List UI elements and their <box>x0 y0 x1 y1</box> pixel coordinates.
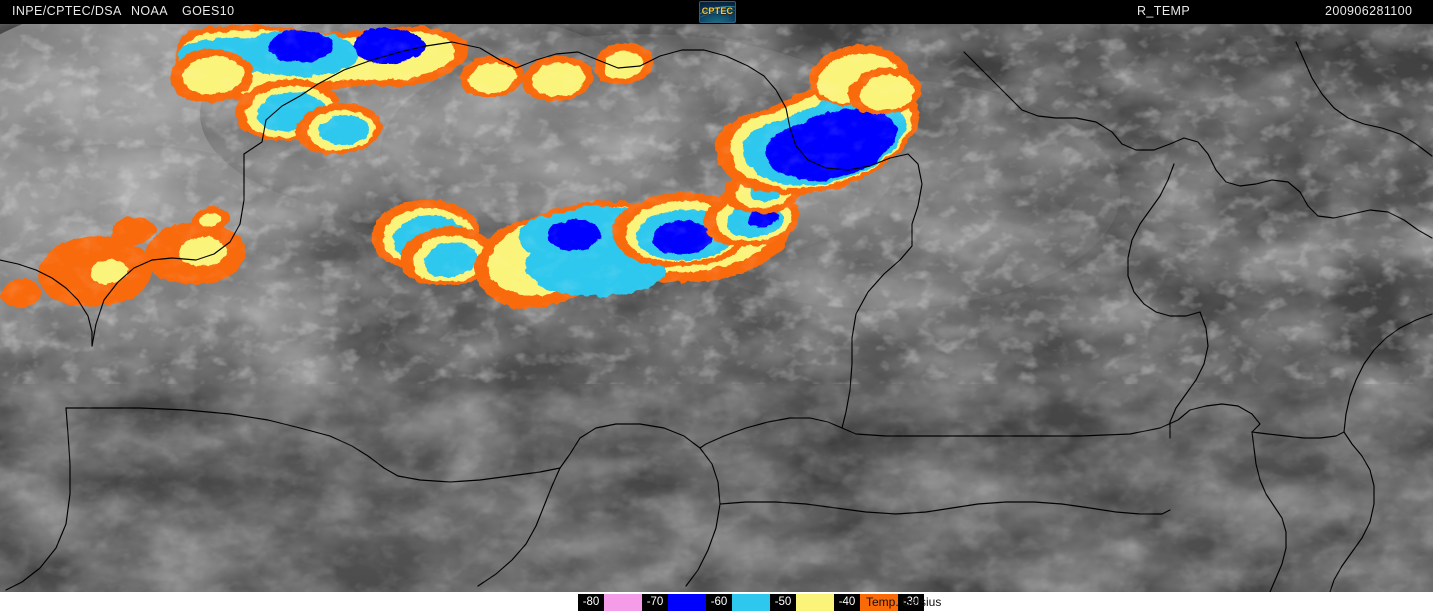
colorbar-swatch-pink <box>604 594 642 611</box>
colorbar-tick--70: -70 <box>642 594 668 611</box>
header-bar: INPE/CPTEC/DSA NOAA GOES10 R_TEMP 200906… <box>0 0 1433 24</box>
colorbar-tick--80: -80 <box>578 594 604 611</box>
satellite-raster <box>0 24 1433 592</box>
colorbar-tick--40: -40 <box>834 594 860 611</box>
header-product-label: R_TEMP <box>1137 4 1191 18</box>
colorbar-tick--30: -30 <box>898 594 924 611</box>
cptec-logo-text: CPTEC <box>701 6 734 16</box>
legend-footer: -80 -70 -60 -50 -40 -30 Temp. Celsius <box>0 592 1433 614</box>
sensor-noise <box>0 24 1433 592</box>
satellite-image-canvas <box>0 24 1433 592</box>
colorbar-tick--60: -60 <box>706 594 732 611</box>
header-satowner-label: NOAA <box>131 4 169 18</box>
colorbar-swatch-blue <box>668 594 706 611</box>
colorbar-tick--50: -50 <box>770 594 796 611</box>
header-timestamp-label: 200906281100 <box>1325 4 1413 18</box>
temperature-colorbar: -80 -70 -60 -50 -40 -30 <box>578 594 924 611</box>
header-satellite-label: GOES10 <box>182 4 235 18</box>
colorbar-swatch-cyan <box>732 594 770 611</box>
colorbar-swatch-orange <box>860 594 898 611</box>
header-agency-label: INPE/CPTEC/DSA <box>12 4 122 18</box>
colorbar-swatch-yellow <box>796 594 834 611</box>
cptec-logo-icon: CPTEC <box>699 1 736 23</box>
legend-caption-label: Temp. Celsius <box>866 595 942 609</box>
